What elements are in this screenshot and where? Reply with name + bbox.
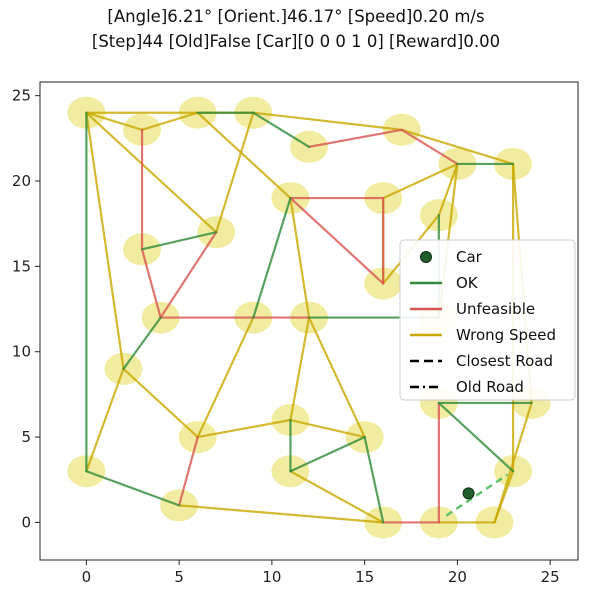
wrong-speed-road-7 (400, 128, 515, 166)
ok-road-12 (363, 435, 385, 524)
wrong-speed-road-17 (85, 367, 125, 473)
y-tick-label-0: 0 (21, 513, 31, 531)
wrong-speed-road-15 (289, 418, 366, 439)
legend-label-1: OK (456, 274, 479, 292)
wrong-speed-road-8 (196, 111, 292, 200)
legend-label-5: Old Road (456, 378, 524, 396)
ok-road-1 (85, 470, 181, 507)
x-tick-label-2: 10 (262, 568, 281, 586)
wrong-speed-road-23 (437, 162, 459, 217)
wrong-speed-road-11 (196, 316, 255, 439)
x-tick-label-3: 15 (355, 568, 374, 586)
wrong-speed-road-3 (85, 111, 125, 370)
wrong-speed-road-6 (252, 111, 403, 131)
wrong-speed-road-19 (289, 470, 385, 524)
wrong-speed-road-10 (307, 316, 366, 439)
wrong-speed-road-16 (289, 316, 311, 422)
legend-label-4: Closest Road (456, 352, 553, 370)
chart-title-line-1: [Angle]6.21° [Orient.]46.17° [Speed]0.20… (107, 7, 484, 26)
edge-layer (85, 111, 533, 524)
wrong-speed-road-13 (122, 367, 199, 439)
legend-box (399, 239, 576, 401)
x-tick-label-1: 5 (174, 568, 184, 586)
ok-road-5 (252, 111, 311, 148)
unfeasible-road-5 (307, 128, 403, 148)
legend-swatch-car (420, 251, 432, 263)
legend-label-3: Wrong Speed (456, 326, 556, 344)
wrong-speed-road-4 (85, 111, 218, 234)
y-tick-label-5: 25 (12, 87, 31, 105)
x-tick-label-5: 25 (541, 568, 560, 586)
ok-road-11 (437, 401, 515, 473)
car-marker (462, 487, 475, 500)
wrong-speed-road-20 (382, 162, 459, 200)
wrong-speed-road-2 (140, 111, 199, 131)
unfeasible-road-8 (289, 196, 385, 285)
ok-road-6 (252, 196, 292, 319)
axis-ticks: 0 5 10 15 20 25 0 5 10 15 20 25 (12, 87, 560, 586)
x-tick-label-4: 20 (448, 568, 467, 586)
y-tick-label-4: 20 (12, 172, 31, 190)
chart-title-line-2: [Step]44 [Old]False [Car][0 0 0 1 0] [Re… (92, 32, 500, 51)
x-tick-label-0: 0 (82, 568, 92, 586)
ok-road-3 (122, 316, 162, 370)
legend-label-0: Car (456, 248, 483, 266)
legend: Car OK Unfeasible Wrong Speed Closest Road Ol… (399, 239, 576, 401)
ok-road-13 (289, 435, 366, 473)
y-tick-label-3: 15 (12, 257, 31, 275)
y-tick-label-2: 10 (12, 343, 31, 361)
wrong-speed-road-14 (196, 418, 292, 439)
unfeasible-road-1 (140, 248, 162, 319)
car-layer (445, 473, 509, 517)
unfeasible-road-10 (178, 435, 199, 507)
ok-road-2 (140, 231, 218, 251)
wrong-speed-road-9 (289, 196, 311, 319)
wrong-speed-road-28 (493, 470, 515, 524)
wrong-speed-road-1 (85, 111, 144, 131)
closest-road-marker (445, 473, 509, 517)
wrong-speed-road-12 (215, 111, 255, 234)
unfeasible-road-2 (159, 231, 218, 319)
unfeasible-road-6 (400, 128, 459, 166)
y-tick-label-1: 5 (21, 428, 31, 446)
wrong-speed-road-18 (178, 504, 385, 524)
legend-label-2: Unfeasible (456, 300, 535, 318)
